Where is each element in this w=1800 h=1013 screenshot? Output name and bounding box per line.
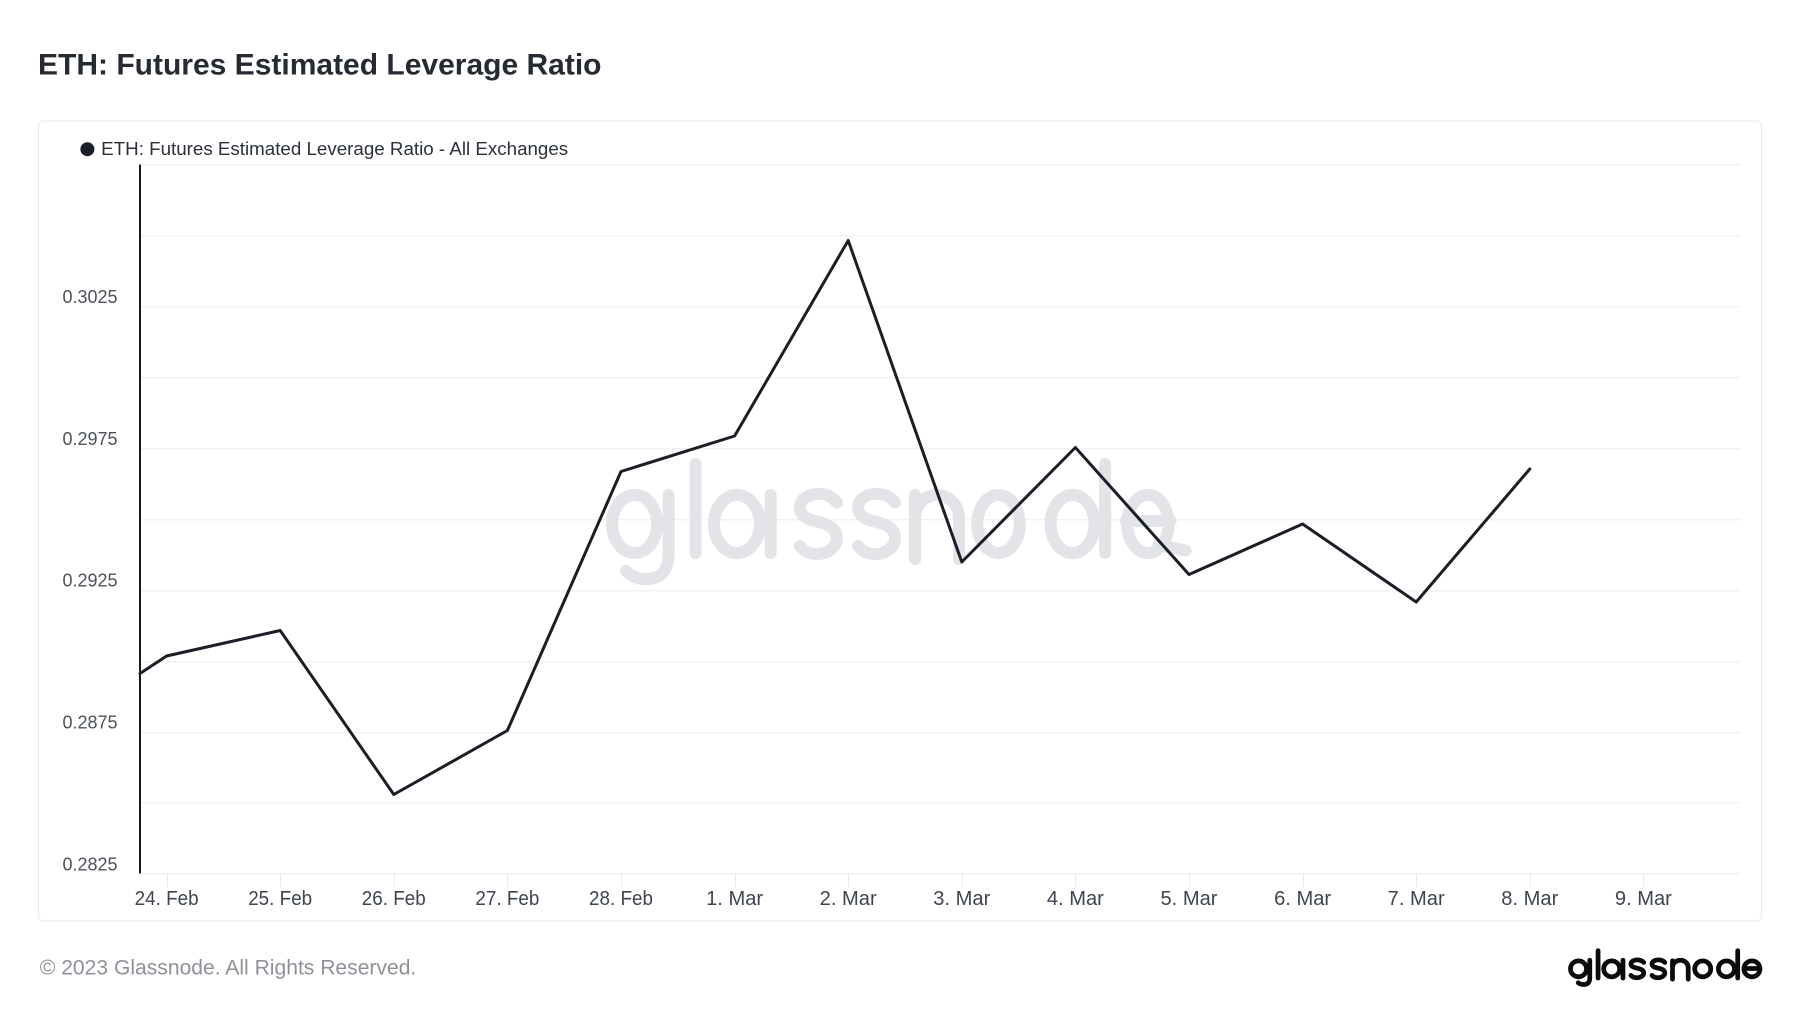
svg-text:0.2825: 0.2825 — [62, 854, 117, 874]
svg-text:26. Feb: 26. Feb — [362, 888, 426, 910]
svg-text:27. Feb: 27. Feb — [475, 888, 539, 910]
svg-text:0.2975: 0.2975 — [62, 429, 117, 449]
svg-text:ETH: Futures Estimated Leverag: ETH: Futures Estimated Leverage Ratio - … — [101, 139, 568, 159]
svg-text:28. Feb: 28. Feb — [589, 888, 653, 910]
svg-text:4. Mar: 4. Mar — [1047, 888, 1104, 910]
svg-text:24. Feb: 24. Feb — [135, 888, 199, 910]
svg-text:© 2023 Glassnode. All Rights R: © 2023 Glassnode. All Rights Reserved. — [40, 956, 417, 979]
svg-text:ETH: Futures Estimated Leverag: ETH: Futures Estimated Leverage Ratio — [38, 49, 602, 82]
svg-text:6. Mar: 6. Mar — [1274, 888, 1331, 910]
svg-text:0.2875: 0.2875 — [62, 713, 117, 733]
svg-text:7. Mar: 7. Mar — [1388, 888, 1445, 910]
svg-text:8. Mar: 8. Mar — [1501, 888, 1558, 910]
svg-text:5. Mar: 5. Mar — [1161, 888, 1218, 910]
svg-text:0.3025: 0.3025 — [62, 287, 117, 307]
svg-text:1. Mar: 1. Mar — [706, 888, 763, 910]
svg-text:9. Mar: 9. Mar — [1615, 888, 1672, 910]
svg-text:3. Mar: 3. Mar — [933, 888, 990, 910]
svg-text:2. Mar: 2. Mar — [820, 888, 877, 910]
svg-text:25. Feb: 25. Feb — [248, 888, 312, 910]
svg-text:0.2925: 0.2925 — [62, 571, 117, 591]
